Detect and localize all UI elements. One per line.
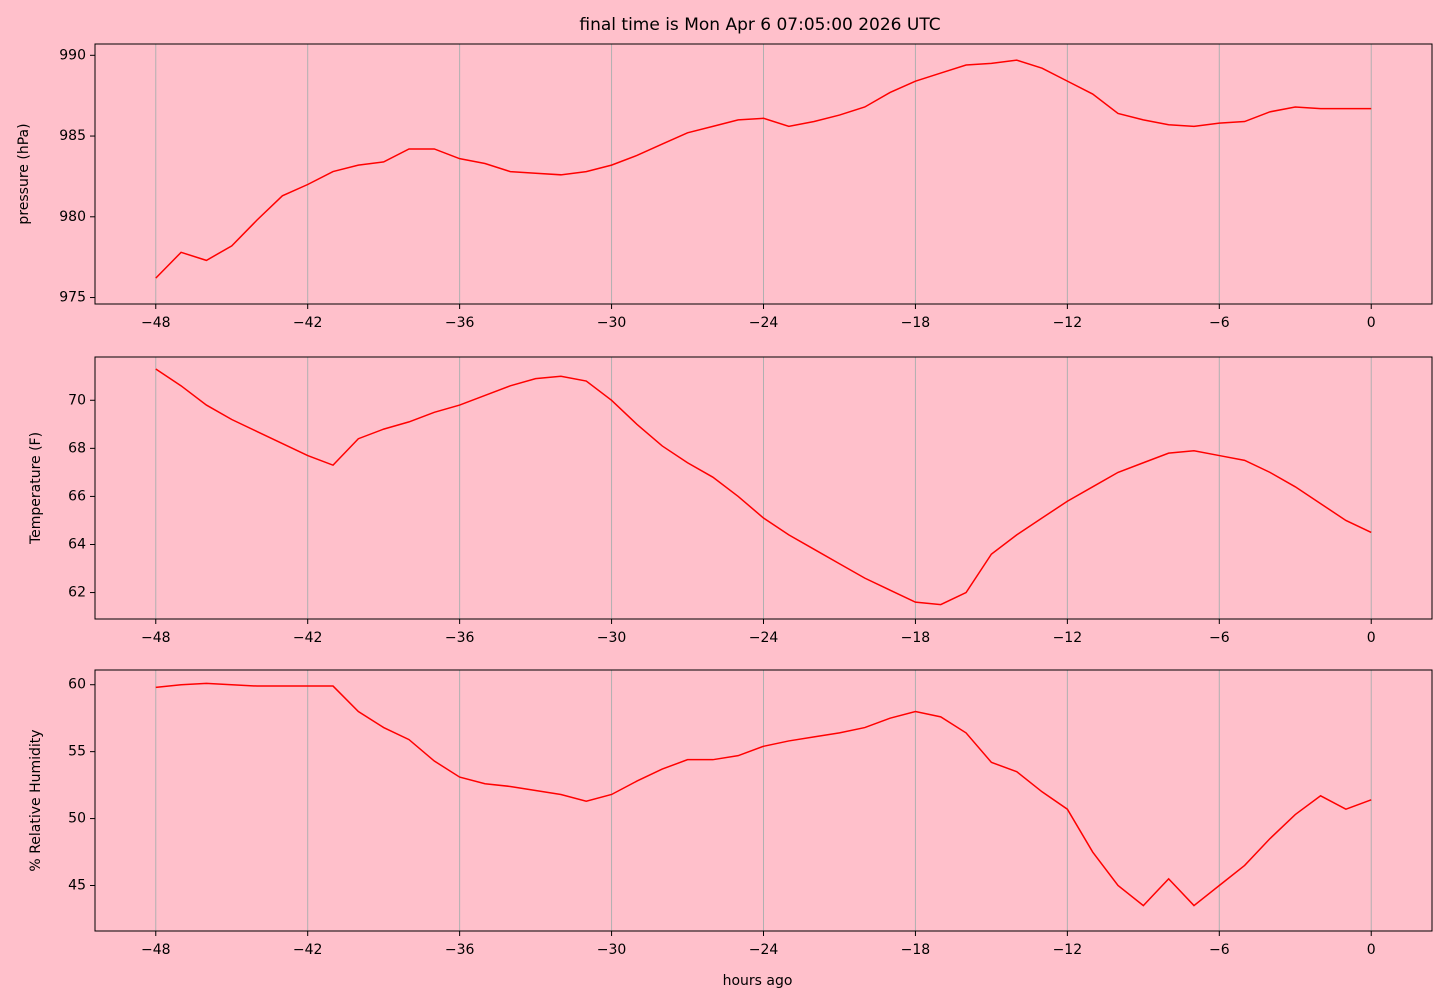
x-tick-label: −30 [597, 630, 627, 646]
y-tick-label: 68 [68, 440, 86, 456]
x-tick-label: −24 [749, 630, 779, 646]
y-tick-label: 980 [59, 209, 86, 225]
x-tick-label: −36 [445, 315, 475, 331]
chart-title: final time is Mon Apr 6 07:05:00 2026 UT… [579, 15, 940, 35]
x-tick-label: −6 [1209, 315, 1230, 331]
x-tick-label: −18 [901, 315, 931, 331]
x-tick-label: −6 [1209, 942, 1230, 958]
x-tick-label: −36 [445, 942, 475, 958]
data-line [155, 59, 1372, 279]
x-tick-label: −48 [141, 315, 171, 331]
y-tick-label: 60 [68, 677, 86, 693]
data-line [155, 682, 1372, 907]
y-axis-label: Temperature (F) [28, 432, 44, 545]
x-tick-label: 0 [1367, 630, 1376, 646]
y-tick-label: 990 [59, 47, 86, 63]
x-tick-label: −18 [901, 942, 931, 958]
x-axis-label: hours ago [723, 973, 793, 989]
y-tick-label: 62 [68, 585, 86, 601]
axes-frame [94, 356, 1433, 620]
x-tick-label: 0 [1367, 315, 1376, 331]
y-tick-label: 64 [68, 536, 86, 552]
x-tick-label: −42 [293, 630, 323, 646]
y-axis-label: % Relative Humidity [28, 729, 44, 871]
x-tick-label: −48 [141, 630, 171, 646]
data-line [155, 368, 1372, 606]
y-tick-label: 55 [68, 744, 86, 760]
x-tick-label: −30 [597, 942, 627, 958]
y-tick-label: 66 [68, 488, 86, 504]
y-tick-label: 45 [68, 877, 86, 893]
y-tick-label: 70 [68, 392, 86, 408]
x-tick-label: −6 [1209, 630, 1230, 646]
x-tick-label: −12 [1053, 630, 1083, 646]
y-tick-label: 985 [59, 128, 86, 144]
y-tick-label: 975 [59, 290, 86, 306]
x-tick-label: −12 [1053, 942, 1083, 958]
y-axis-label: pressure (hPa) [16, 123, 32, 224]
x-tick-label: −24 [749, 942, 779, 958]
x-tick-label: −30 [597, 315, 627, 331]
x-tick-label: −12 [1053, 315, 1083, 331]
y-tick-label: 50 [68, 811, 86, 827]
x-tick-label: −36 [445, 630, 475, 646]
x-tick-label: −18 [901, 630, 931, 646]
x-tick-label: −42 [293, 942, 323, 958]
x-tick-label: −24 [749, 315, 779, 331]
x-tick-label: −42 [293, 315, 323, 331]
axes-frame [94, 43, 1433, 305]
x-tick-label: 0 [1367, 942, 1376, 958]
axes-frame [94, 669, 1433, 932]
x-tick-label: −48 [141, 942, 171, 958]
